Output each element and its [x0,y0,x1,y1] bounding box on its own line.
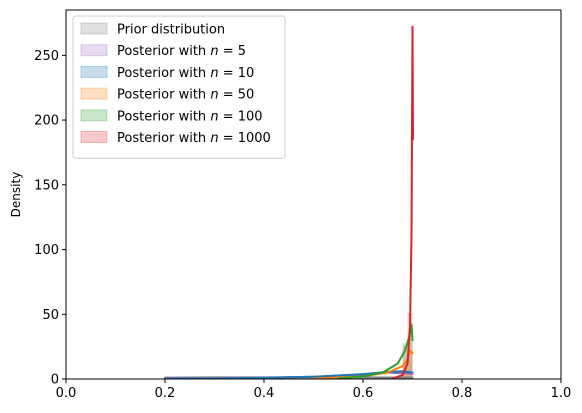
x-tick-label-1: 0.2 [155,386,176,401]
bin-series-4-0 [402,342,408,379]
legend-label-0: Prior distribution [117,23,225,38]
x-tick-label-5: 1.0 [551,386,572,401]
legend-swatch-0 [80,22,108,35]
axes-frame [65,9,562,380]
y-tick-label-1: 50 [42,308,59,323]
x-tick-label-0: 0.0 [56,386,77,401]
legend-swatch-3 [80,87,108,100]
x-tick-label-2: 0.4 [254,386,275,401]
y-axis-label: Density [9,172,23,218]
legend-swatch-1 [80,44,108,57]
legend-label-5: Posterior with n = 1000 [117,131,271,146]
legend: Prior distribution Posterior with n = 5 Po… [72,15,286,159]
legend-swatch-5 [80,131,108,143]
x-tick-label-3: 0.6 [353,386,374,401]
y-tick-label-3: 150 [34,178,59,193]
legend-label-4: Posterior with n = 100 [117,109,263,124]
legend-swatch-2 [80,65,108,78]
legend-label-1: Posterior with n = 5 [117,44,246,59]
kde-line-series-5 [391,25,414,379]
bin-series-4-1 [407,332,413,379]
bin-series-5-1 [407,312,413,379]
plot-area [164,25,414,379]
bin-series-3-1 [407,353,413,379]
y-tick-label-2: 100 [34,243,59,258]
legend-box [72,15,286,159]
axes: 0.0 0.2 0.4 0.6 0.8 1.0 0 50 100 150 200 250 [34,49,571,401]
x-tick-label-4: 0.8 [452,386,473,401]
y-tick-label-4: 200 [34,114,59,129]
y-tick-label-0: 0 [51,373,59,388]
kde-line-series-4 [337,323,414,379]
y-tick-label-5: 250 [34,49,59,64]
legend-swatch-4 [80,109,108,122]
kde-line-series-2 [164,370,414,379]
legend-label-2: Posterior with n = 10 [117,66,254,81]
legend-label-3: Posterior with n = 50 [117,88,254,103]
